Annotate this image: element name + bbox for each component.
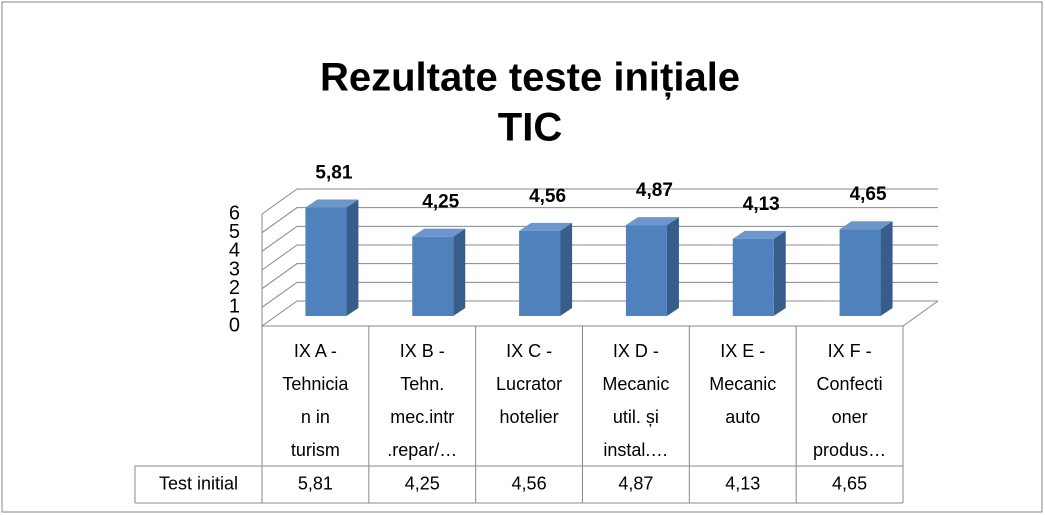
bar xyxy=(839,229,881,316)
category-label: IX D - xyxy=(613,341,659,361)
category-label: IX A - xyxy=(294,341,337,361)
y-tick-label: 3 xyxy=(229,258,240,280)
category-label: Mecanic xyxy=(709,374,776,394)
bar-side xyxy=(880,221,893,316)
category-label: IX F - xyxy=(828,341,872,361)
grid-line xyxy=(261,281,938,308)
chart-title: Rezultate teste inițiale xyxy=(320,56,740,100)
y-tick-label: 0 xyxy=(229,314,240,336)
bar-side xyxy=(560,222,573,316)
bar-side xyxy=(773,230,786,316)
y-tick-label: 2 xyxy=(229,277,240,299)
bar-side xyxy=(346,199,359,316)
bar xyxy=(412,236,454,316)
category-label: IX E - xyxy=(720,341,765,361)
category-label: .repar/… xyxy=(387,440,457,460)
bar xyxy=(732,238,774,316)
bar-top xyxy=(519,222,573,231)
category-label: Confecti xyxy=(817,374,883,394)
grid-line xyxy=(261,207,938,234)
y-tick-label: 1 xyxy=(229,296,240,318)
category-label: Tehn. xyxy=(400,374,444,394)
grid-line xyxy=(261,244,938,271)
data-label: 4,13 xyxy=(743,194,780,215)
data-label: 4,56 xyxy=(529,186,566,207)
grid-line xyxy=(261,225,938,252)
grid-line xyxy=(261,188,938,215)
data-label: 4,25 xyxy=(422,192,459,213)
bar-top xyxy=(732,230,786,239)
bar-side xyxy=(453,228,466,316)
data-label: 5,81 xyxy=(315,163,352,184)
category-label: turism xyxy=(291,440,340,460)
bar-side xyxy=(666,217,679,316)
grid-line xyxy=(261,263,938,290)
category-label: produs… xyxy=(813,440,886,460)
y-tick-label: 4 xyxy=(229,240,240,262)
category-label: IX C - xyxy=(506,341,552,361)
category-label: Mecanic xyxy=(602,374,669,394)
table-value: 4,56 xyxy=(512,473,547,493)
bar-top xyxy=(839,221,893,230)
category-label: IX B - xyxy=(400,341,445,361)
category-label: hotelier xyxy=(500,407,559,427)
y-tick-label: 5 xyxy=(229,221,240,243)
category-label: Tehnicia xyxy=(282,374,349,394)
data-label: 4,87 xyxy=(636,180,673,201)
bar-top xyxy=(412,228,466,237)
table-value: 4,65 xyxy=(832,473,867,493)
bar-top xyxy=(305,199,359,208)
data-label: 4,65 xyxy=(850,184,887,205)
category-label: n in xyxy=(301,407,330,427)
bar-top xyxy=(625,217,679,226)
series-name: Test initial xyxy=(159,473,238,493)
category-label: auto xyxy=(725,407,760,427)
bar xyxy=(519,230,561,316)
bar xyxy=(625,225,667,316)
bar xyxy=(305,207,347,316)
table-value: 4,25 xyxy=(405,473,440,493)
y-tick-label: 6 xyxy=(229,202,240,224)
category-label: Lucrator xyxy=(496,374,562,394)
category-label: instal.… xyxy=(603,440,668,460)
chart-title: TIC xyxy=(498,106,562,150)
category-label: oner xyxy=(832,407,868,427)
table-value: 4,87 xyxy=(618,473,653,493)
table-value: 5,81 xyxy=(298,473,333,493)
category-label: mec.intr xyxy=(390,407,454,427)
grid-line xyxy=(261,300,938,327)
category-label: util. și xyxy=(613,407,659,427)
table-value: 4,13 xyxy=(725,473,760,493)
